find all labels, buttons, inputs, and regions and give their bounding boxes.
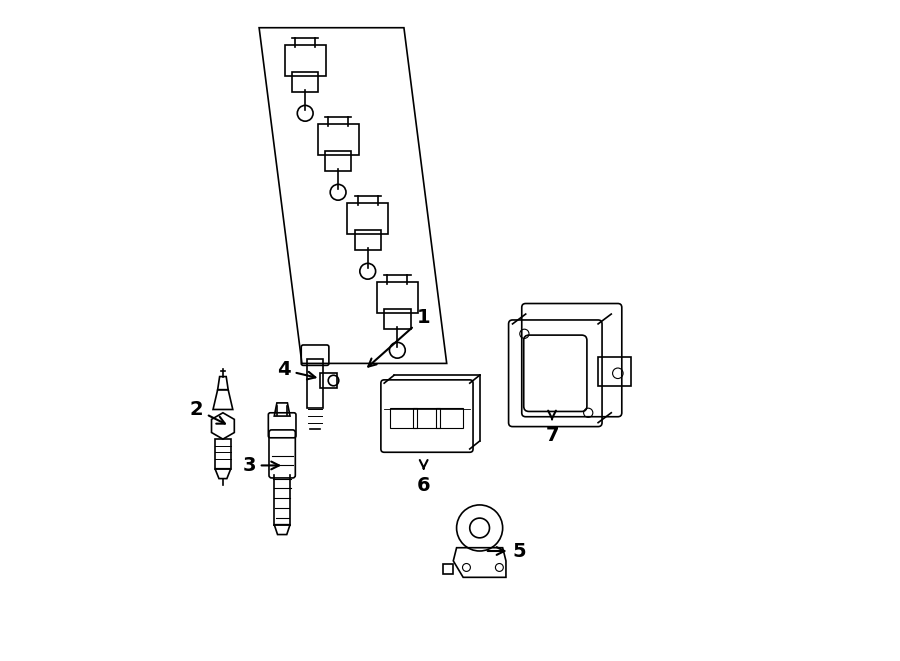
- Text: 1: 1: [368, 308, 430, 367]
- Text: 3: 3: [242, 456, 279, 475]
- Text: 6: 6: [417, 460, 430, 494]
- Text: 7: 7: [545, 410, 559, 446]
- Text: 5: 5: [488, 541, 526, 561]
- Text: 4: 4: [277, 360, 315, 379]
- Text: 2: 2: [190, 400, 225, 424]
